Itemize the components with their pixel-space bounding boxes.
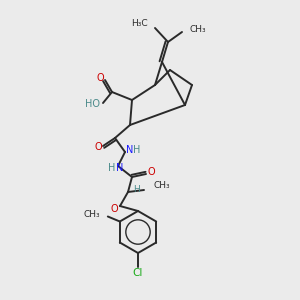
Text: O: O (96, 73, 104, 83)
Text: Cl: Cl (133, 268, 143, 278)
Text: CH₃: CH₃ (154, 182, 171, 190)
Text: H: H (134, 185, 140, 194)
Text: O: O (110, 204, 118, 214)
Text: N: N (126, 145, 134, 155)
Text: CH₃: CH₃ (83, 210, 100, 219)
Text: H₃C: H₃C (131, 20, 148, 28)
Text: N: N (116, 163, 124, 173)
Text: O: O (94, 142, 102, 152)
Text: H: H (133, 145, 141, 155)
Text: CH₃: CH₃ (189, 25, 206, 34)
Text: HO: HO (85, 99, 100, 109)
Text: H: H (108, 163, 116, 173)
Text: O: O (147, 167, 155, 177)
